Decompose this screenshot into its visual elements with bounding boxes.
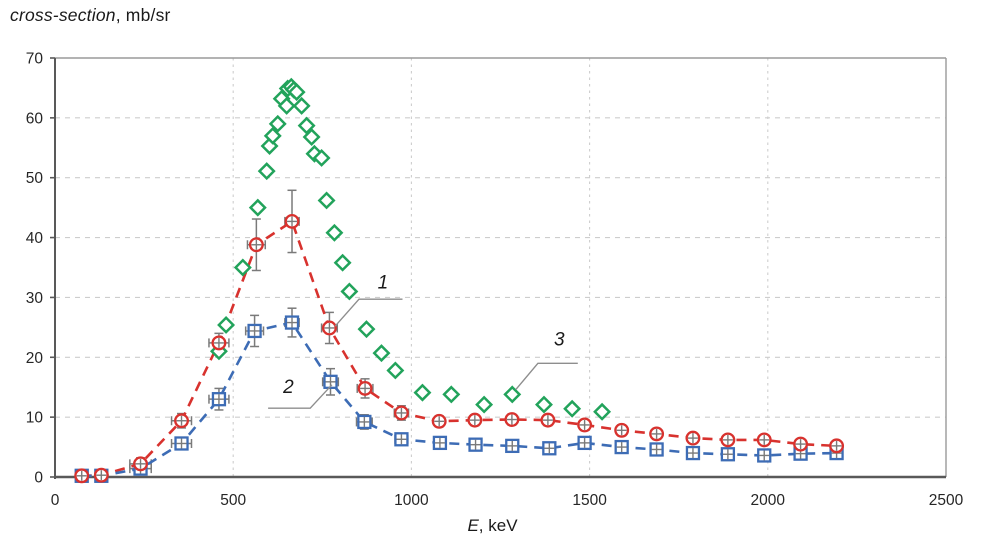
series-label-2: 2	[282, 377, 294, 398]
annotation-1: 1	[334, 272, 403, 327]
series-1-markers	[74, 213, 845, 484]
series-3-markers	[209, 77, 612, 421]
svg-text:1500: 1500	[572, 492, 607, 509]
series-label-3: 3	[554, 329, 565, 350]
series-1-line	[81, 219, 837, 478]
svg-text:1000: 1000	[394, 492, 429, 509]
svg-text:30: 30	[26, 290, 44, 307]
series-label-1: 1	[378, 272, 389, 293]
annotation-3: 3	[515, 329, 578, 391]
svg-text:2000: 2000	[751, 492, 786, 509]
annotation-2: 2	[268, 377, 333, 409]
svg-text:20: 20	[26, 350, 44, 367]
plot-frame	[50, 57, 947, 479]
gridlines	[55, 58, 946, 477]
svg-text:500: 500	[220, 492, 246, 509]
svg-text:10: 10	[26, 410, 44, 427]
x-tick-labels: 0 500 1000 1500 2000 2500	[51, 492, 964, 509]
x-axis-symbol: E	[467, 516, 479, 535]
x-axis-label: E, keV	[0, 516, 985, 536]
chart-title-quantity: cross-section	[10, 5, 116, 25]
svg-text:0: 0	[34, 470, 43, 487]
svg-text:40: 40	[26, 230, 44, 247]
svg-text:0: 0	[51, 492, 60, 509]
y-tick-labels: 0 10 20 30 40 50 60 70	[26, 51, 44, 487]
svg-text:60: 60	[26, 110, 44, 127]
svg-text:2500: 2500	[929, 492, 964, 509]
chart-title: cross-section, mb/sr	[10, 5, 171, 26]
chart-title-units: , mb/sr	[115, 5, 171, 25]
svg-text:50: 50	[26, 170, 44, 187]
x-axis-units: , keV	[478, 516, 518, 535]
series-2-line	[81, 321, 837, 478]
svg-text:70: 70	[26, 51, 44, 68]
